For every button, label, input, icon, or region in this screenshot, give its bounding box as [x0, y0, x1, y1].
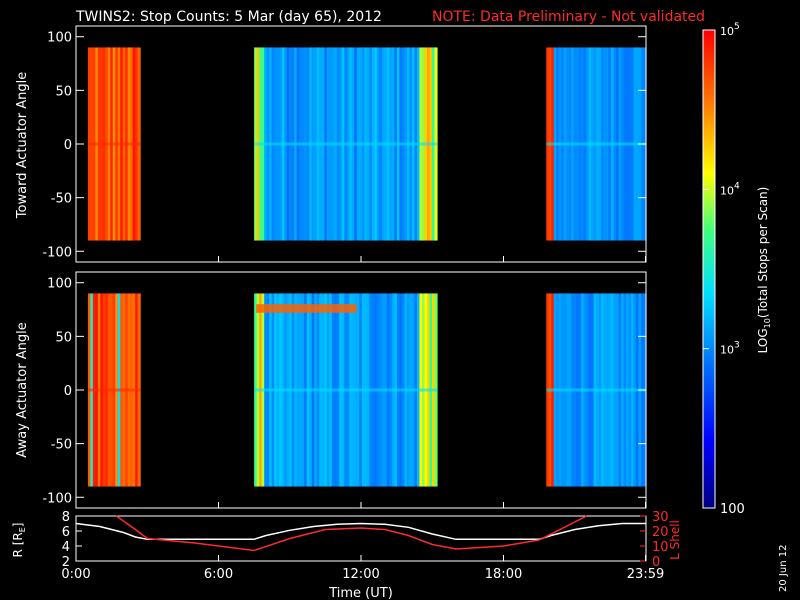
heatmap-centerline: [546, 388, 646, 392]
heatmap-block: [87, 47, 141, 241]
away-heatmap-blocks: [87, 293, 647, 487]
r-axis-label: R [RE]: [11, 523, 27, 558]
colorbar-gradient: [702, 29, 716, 509]
preliminary-note: NOTE: Data Preliminary - Not validated: [432, 9, 705, 25]
y-tick-label: 100: [47, 277, 72, 292]
heatmap-centerline: [546, 142, 646, 146]
y-tick-label: -100: [42, 491, 72, 506]
colorbar: 105 104 103 100 LOG10(Total Stops per Scan): [702, 22, 772, 517]
l-shell-tick-label: 0: [652, 555, 660, 570]
time-axis-ticks: 0:00 6:00 12:00 18:00 23:59: [61, 256, 664, 582]
heatmap-block: [546, 293, 647, 487]
chart-title: TWINS2: Stop Counts: 5 Mar (day 65), 201…: [75, 9, 382, 25]
time-tick-label: 0:00: [61, 567, 90, 582]
heatmap-centerline: [87, 388, 141, 392]
l-shell-axis-label: L Shell: [668, 520, 682, 560]
orbit-lines: [75, 515, 646, 552]
y-tick-label: -50: [51, 438, 72, 453]
y-tick-label: 0: [64, 384, 72, 399]
heatmap-band: [256, 304, 357, 313]
heatmap-block: [87, 293, 141, 487]
r-tick-label: 8: [62, 510, 70, 525]
colorbar-ticks: 105 104 103 100: [703, 22, 745, 517]
colorbar-title: LOG10(Total Stops per Scan): [756, 187, 772, 354]
heatmap-centerline: [254, 142, 438, 146]
r-tick-label: 6: [62, 525, 70, 540]
time-tick-label: 12:00: [342, 567, 379, 582]
time-tick-label: 6:00: [204, 567, 233, 582]
heatmap-block: [254, 293, 438, 487]
heatmap-block: [254, 47, 438, 241]
colorbar-tick-label: 103: [720, 341, 740, 357]
toward-ylabel: Toward Actuator Angle: [15, 72, 30, 219]
colorbar-tick-label: 104: [720, 181, 740, 197]
toward-y-ticks: 100 50 0 -50 -100: [42, 31, 646, 260]
time-tick-label: 23:59: [627, 567, 664, 582]
l-shell-series-line: [115, 515, 587, 552]
l-shell-tick-label: 30: [652, 510, 669, 525]
colorbar-tick-label: 105: [720, 22, 740, 38]
y-tick-label: 50: [55, 84, 72, 99]
y-tick-label: 0: [64, 138, 72, 153]
heatmap-block: [546, 47, 647, 241]
time-tick-label: 18:00: [485, 567, 522, 582]
y-tick-label: -50: [51, 192, 72, 207]
l-shell-tick-label: 10: [652, 540, 669, 555]
y-tick-label: 50: [55, 330, 72, 345]
heatmap-centerline: [87, 142, 141, 146]
away-y-ticks: 100 50 0 -50 -100: [42, 277, 646, 506]
toward-actuator-panel: 100 50 0 -50 -100 Toward Actuator Angle: [15, 25, 647, 263]
heatmap-centerline: [254, 388, 438, 392]
l-shell-tick-label: 20: [652, 525, 669, 540]
time-axis-label: Time (UT): [328, 586, 393, 600]
away-actuator-panel: 100 50 0 -50 -100 Away Actuator Angle: [15, 271, 647, 509]
r-tick-label: 4: [62, 540, 70, 555]
y-tick-label: -100: [42, 245, 72, 260]
away-ylabel: Away Actuator Angle: [15, 322, 30, 457]
r-tick-label: 2: [62, 555, 70, 570]
y-tick-label: 100: [47, 31, 72, 46]
r-series-line: [75, 522, 646, 541]
date-stamp: 20 Jun 12: [778, 545, 789, 592]
toward-heatmap-blocks: [87, 47, 647, 241]
colorbar-tick-label: 100: [720, 502, 745, 517]
